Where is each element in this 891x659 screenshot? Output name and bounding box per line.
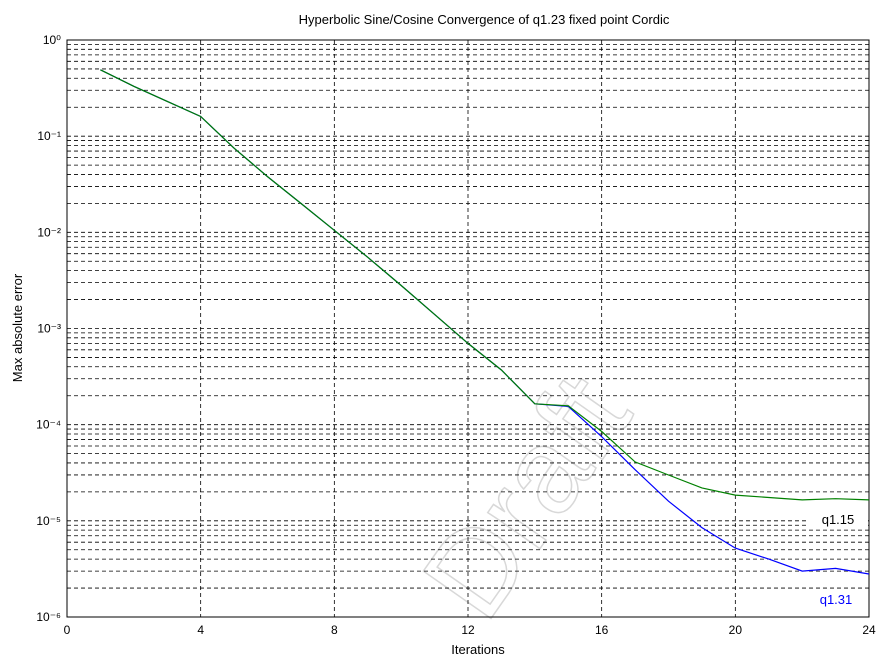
x-axis-label: Iterations <box>451 642 505 657</box>
y-tick-label: 10⁻² <box>37 225 61 239</box>
legend-bg <box>806 591 866 609</box>
x-tick-label: 0 <box>64 623 71 637</box>
plot-frame <box>66 39 870 618</box>
x-tick-label: 12 <box>461 623 475 637</box>
x-tick-label: 20 <box>729 623 743 637</box>
y-tick-label: 10⁻⁴ <box>36 418 61 432</box>
series-label: q1.15 <box>822 512 855 527</box>
series-line <box>100 69 870 501</box>
y-axis-label: Max absolute error <box>10 273 25 382</box>
chart-title: Hyperbolic Sine/Cosine Convergence of q1… <box>299 12 670 27</box>
series-label: q1.31 <box>820 592 853 607</box>
y-tick-label: 10⁻⁵ <box>36 514 61 528</box>
x-tick-label: 24 <box>862 623 876 637</box>
y-tick-label: 10⁰ <box>43 33 61 47</box>
legend-bg <box>808 511 868 529</box>
y-tick-label: 10⁻¹ <box>37 129 61 143</box>
y-tick-label: 10⁻³ <box>37 322 61 336</box>
x-tick-label: 8 <box>331 623 338 637</box>
x-tick-label: 4 <box>197 623 204 637</box>
x-tick-label: 16 <box>595 623 609 637</box>
y-tick-label: 10⁻⁶ <box>36 610 61 624</box>
